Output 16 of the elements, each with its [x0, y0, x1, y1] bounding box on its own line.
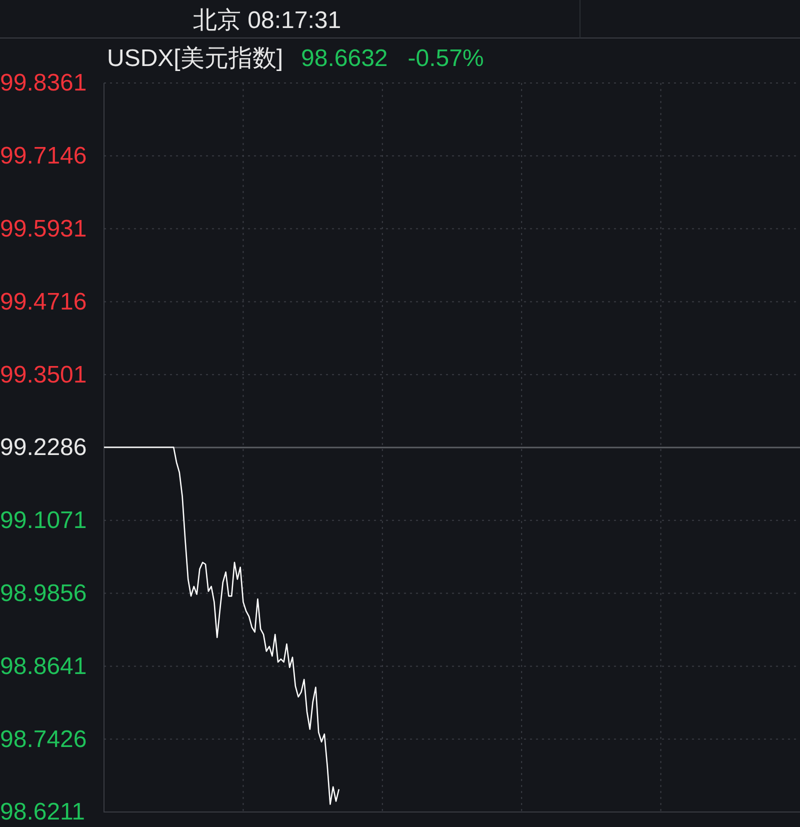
y-tick-label: 99.8361 — [0, 70, 87, 97]
chart-subtitle: USDX[美元指数] — [107, 45, 284, 72]
y-tick-label: 99.5931 — [0, 215, 87, 242]
y-tick-label: 98.8641 — [0, 652, 87, 680]
y-tick-label: 98.6211 — [0, 798, 85, 826]
y-tick-label: 99.1071 — [0, 507, 87, 534]
y-tick-label: 98.7426 — [0, 726, 87, 753]
y-tick-label: 99.4716 — [0, 288, 87, 316]
y-tick-label: 99.2286 — [0, 434, 87, 462]
line-series — [103, 446, 340, 805]
y-tick-label: 99.7146 — [0, 142, 87, 170]
text: 98.6632 — [301, 45, 388, 72]
y-tick-label: 98.9856 — [0, 580, 87, 607]
text: -0.57% — [408, 45, 484, 72]
chart-title: 北京 08:17:31 — [193, 7, 342, 34]
y-tick-label: 99.3501 — [0, 361, 87, 388]
